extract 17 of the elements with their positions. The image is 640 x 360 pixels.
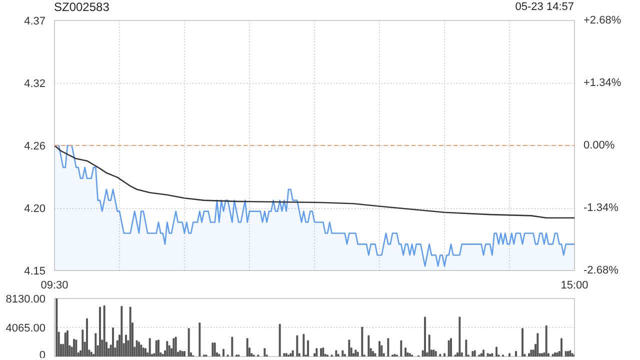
y-tick-label: 4.15: [24, 266, 46, 278]
y-tick-label: 4.37: [24, 16, 46, 28]
text: 05-23 14:57: [515, 0, 574, 14]
x-tick-label: 15:00: [560, 280, 588, 292]
y2-tick-label: 0.00%: [584, 140, 615, 152]
y-tick-label: 4065.00: [6, 322, 46, 334]
y2-tick-label: +2.68%: [584, 14, 622, 26]
y2-tick-label: +1.34%: [584, 77, 622, 89]
y-tick-label: 4.20: [24, 203, 46, 215]
x-tick-label: 09:30: [40, 280, 68, 292]
line-series: [54, 144, 574, 219]
y-tick-label: 4.32: [24, 78, 46, 90]
y-tick-label: 4.26: [24, 140, 46, 152]
y-tick-label: 8130.00: [6, 294, 46, 306]
chart-title: SZ002583: [54, 0, 110, 14]
y2-tick-label: -2.68%: [584, 264, 619, 276]
y2-tick-label: -1.34%: [584, 202, 619, 214]
